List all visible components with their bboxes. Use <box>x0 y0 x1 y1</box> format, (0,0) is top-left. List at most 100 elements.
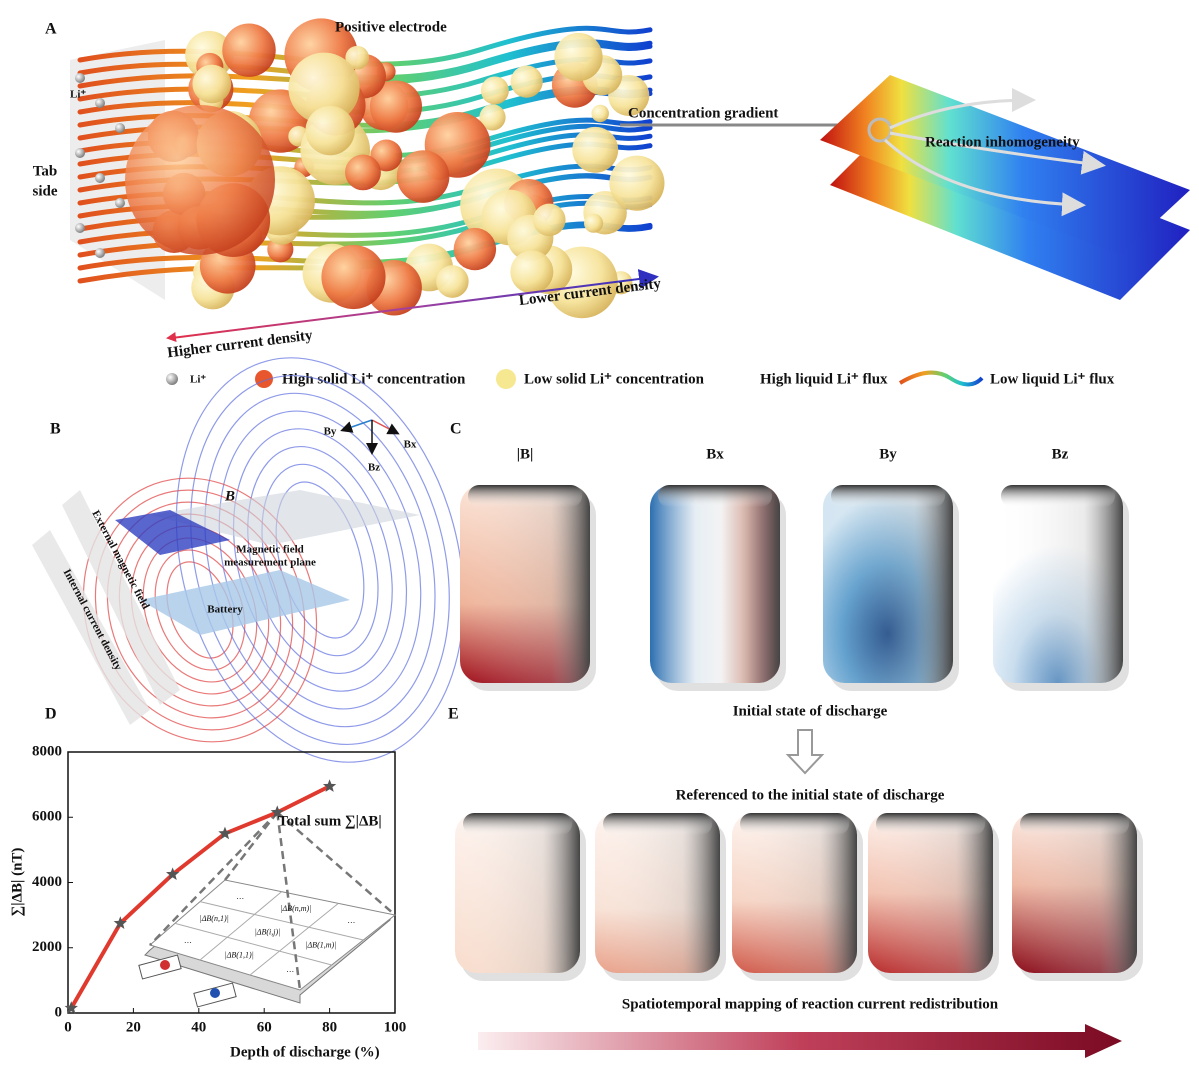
li-ion <box>95 98 105 108</box>
annotation: Total sum ∑|ΔB| <box>278 813 382 829</box>
axis-label: By <box>324 426 337 438</box>
tile-top <box>463 813 572 835</box>
inset-grid-line <box>249 902 339 976</box>
concentration-gradient: Concentration gradient <box>628 105 778 121</box>
battery-label: Battery <box>207 604 243 616</box>
y-tick-label: 6000 <box>32 809 62 825</box>
particle <box>321 244 386 310</box>
particle <box>305 105 355 156</box>
axis-label: Bx <box>404 439 417 451</box>
panel-b: B External magnetic field Internal curre… <box>32 357 465 763</box>
particle <box>345 45 370 70</box>
inset-grid-line <box>199 901 364 941</box>
particle <box>222 23 276 77</box>
label-plane <box>32 530 150 725</box>
flow-arrow <box>889 88 1036 130</box>
tile-top <box>1001 485 1115 507</box>
tile-top <box>468 485 582 507</box>
x-tick-label: 20 <box>126 1019 141 1035</box>
y-tick-label: 0 <box>55 1004 63 1020</box>
map-title: Bx <box>706 446 724 462</box>
tile-edge <box>732 813 857 973</box>
legend-item: High liquid Li⁺ flux <box>760 371 888 387</box>
y-tick-label: 2000 <box>32 939 62 955</box>
panel-d: D |ΔB(n,m)||ΔB(n,1)||ΔB(i,j)||ΔB(1,m)||Δ… <box>9 706 406 1061</box>
flow-arrow <box>883 138 1086 217</box>
referenced-label: Referenced to the initial state of disch… <box>676 787 945 803</box>
caption: Spatiotemporal mapping of reaction curre… <box>622 996 999 1012</box>
li-ion <box>95 173 105 183</box>
map-title: Bz <box>1052 446 1069 462</box>
data-point <box>322 779 337 792</box>
terminal-dot <box>210 988 220 998</box>
field-maps <box>460 485 1129 691</box>
terminal-dot <box>160 960 170 970</box>
y-axis-label: ∑|ΔB| (nT) <box>9 848 25 917</box>
flow-arrow <box>889 131 1106 175</box>
inset-label: |ΔB(n,1)| <box>200 914 229 923</box>
particle <box>345 154 381 191</box>
legend-swatch <box>496 369 516 389</box>
x-tick-label: 100 <box>384 1019 407 1035</box>
tile-edge <box>823 485 953 683</box>
projection-line <box>149 811 279 946</box>
tile-edge <box>868 813 993 973</box>
tile-edge <box>993 485 1123 683</box>
inset-ellipsis: … <box>237 892 244 901</box>
plane-label: Magnetic field <box>236 544 304 556</box>
label-plane <box>62 490 180 705</box>
time-arrow <box>478 1024 1122 1058</box>
tile-edge <box>460 485 590 683</box>
tab-side: side <box>32 183 57 199</box>
axis-arrow <box>340 419 373 433</box>
field-patch <box>115 510 230 555</box>
tile-edge <box>595 813 720 973</box>
panel-label: E <box>448 706 459 723</box>
li-ion <box>75 148 85 158</box>
tab-side: Tab <box>33 163 57 179</box>
b-vector: B⃗ <box>224 488 247 504</box>
inset: |ΔB(n,m)| |ΔB(n,1)| |ΔB(i,j)| |ΔB(1,m)| |ΔB(… <box>138 811 397 1008</box>
particle <box>584 213 604 233</box>
data-point <box>64 1001 78 1014</box>
tile-top <box>603 813 712 835</box>
particle <box>591 104 609 123</box>
particle <box>396 150 450 203</box>
legend-item: Low liquid Li⁺ flux <box>990 371 1115 387</box>
particle <box>510 250 554 294</box>
particle <box>572 126 619 173</box>
legend-swatch <box>166 373 178 385</box>
tile-edge <box>1012 813 1137 973</box>
chart: 0 20 40 60 80 100 0 2000 4000 6000 8000 <box>32 743 406 1035</box>
li-ion <box>115 198 125 208</box>
battery-plane <box>140 570 350 635</box>
plane-label: measurement plane <box>224 557 316 569</box>
data-point <box>270 805 284 819</box>
x-tick-label: 80 <box>322 1019 337 1035</box>
tile-top <box>740 813 849 835</box>
x-tick-label: 60 <box>257 1019 272 1035</box>
reaction-inhomogeneity: Reaction inhomogeneity <box>925 134 1080 150</box>
data-line <box>69 784 331 1010</box>
particle <box>436 265 469 298</box>
inset-grid-line <box>174 922 332 966</box>
terminal <box>138 954 182 980</box>
legend-item: High solid Li⁺ concentration <box>282 371 466 387</box>
legend-swatch <box>898 370 984 387</box>
particle <box>125 105 275 255</box>
panel-c: C |B| Bx By Bz <box>450 421 1129 691</box>
inset-label: |ΔB(i,j)| <box>255 927 281 936</box>
map-title: |B| <box>517 446 534 462</box>
panel-a: A Positive electrode Li⁺ Tab side Concen… <box>32 18 1190 389</box>
data-point <box>165 867 180 881</box>
x-tick-label: 0 <box>64 1019 72 1035</box>
legend-item: Li⁺ <box>190 374 206 386</box>
highlight-ring <box>867 117 893 143</box>
projection-line <box>224 811 279 881</box>
particle <box>554 32 603 82</box>
current-arrow <box>171 269 659 339</box>
li-ion <box>75 73 85 83</box>
tile-top <box>1020 813 1129 835</box>
axis-arrow <box>371 419 400 435</box>
